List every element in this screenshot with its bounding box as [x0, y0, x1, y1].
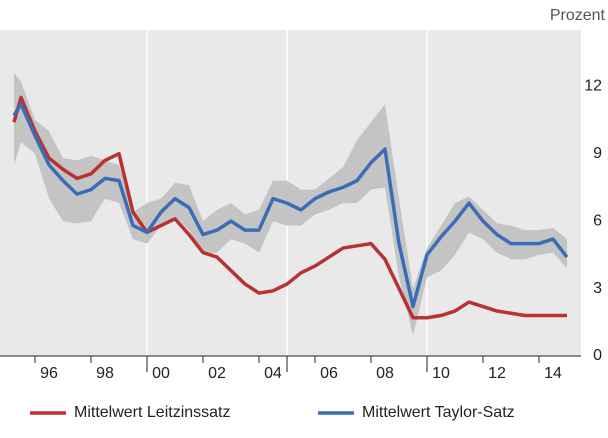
- x-tick-label: 96: [40, 365, 58, 382]
- y-axis-label: Prozent: [550, 7, 606, 24]
- x-tick-label: 08: [376, 365, 394, 382]
- x-tick-label: 04: [264, 365, 282, 382]
- series-line: [12, 95, 567, 320]
- series-line: [12, 102, 569, 309]
- x-tick-label: 06: [320, 365, 338, 382]
- y-tick-label: 12: [584, 77, 602, 94]
- legend-label: Mittelwert Taylor-Satz: [362, 404, 515, 421]
- y-tick-label: 3: [593, 280, 602, 297]
- x-tick-label: 98: [96, 365, 114, 382]
- x-tick-label: 00: [152, 365, 170, 382]
- y-tick-label: 9: [593, 145, 602, 162]
- y-tick-label: 0: [593, 347, 602, 364]
- x-tick-label: 02: [208, 365, 226, 382]
- x-tick-label: 14: [544, 365, 562, 382]
- x-tick-label: 10: [432, 365, 450, 382]
- y-tick-label: 6: [593, 212, 602, 229]
- legend-label: Mittelwert Leitzinssatz: [74, 404, 231, 421]
- x-tick-label: 12: [488, 365, 506, 382]
